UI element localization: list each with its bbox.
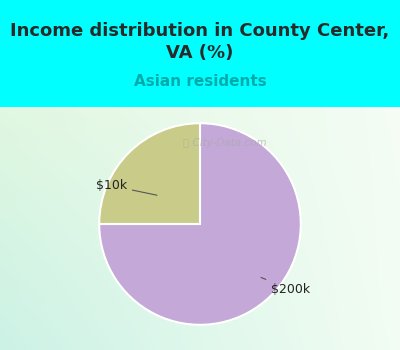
Text: $10k: $10k [96,179,157,195]
Text: $200k: $200k [261,278,310,296]
Wedge shape [99,123,200,224]
Text: ⓘ City-Data.com: ⓘ City-Data.com [183,138,267,148]
Text: Income distribution in County Center,
VA (%): Income distribution in County Center, VA… [10,22,390,62]
Wedge shape [99,123,301,325]
Text: Asian residents: Asian residents [134,74,266,89]
